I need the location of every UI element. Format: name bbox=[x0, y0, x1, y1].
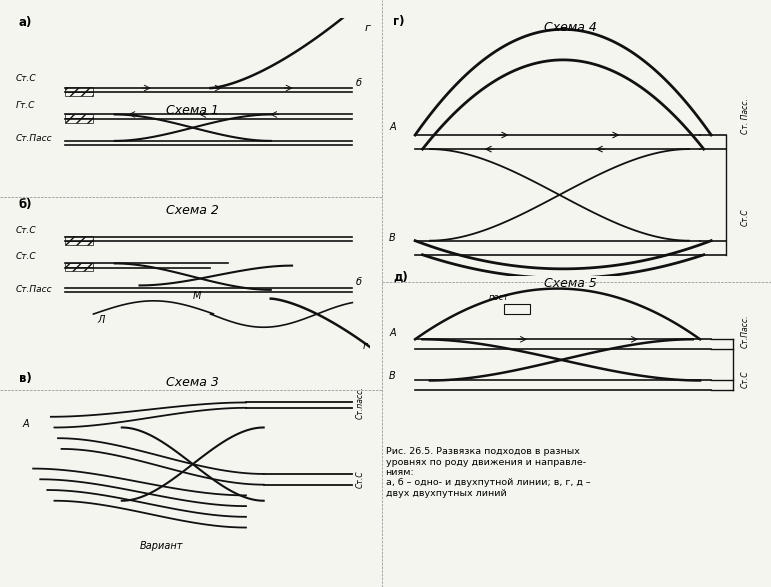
Text: В: В bbox=[389, 232, 396, 242]
Text: Ст.С: Ст.С bbox=[741, 208, 749, 226]
Text: Ст.С: Ст.С bbox=[15, 225, 36, 235]
Text: Схема 1: Схема 1 bbox=[167, 104, 219, 117]
Text: д): д) bbox=[393, 271, 408, 284]
Text: В: В bbox=[389, 371, 396, 381]
Text: Схема 3: Схема 3 bbox=[167, 376, 219, 389]
Text: Гт.С: Гт.С bbox=[15, 101, 35, 110]
Text: М: М bbox=[193, 291, 201, 301]
Bar bbox=[504, 305, 530, 314]
Text: Ст.С: Ст.С bbox=[356, 471, 365, 488]
Text: г: г bbox=[363, 341, 368, 351]
Text: Схема 2: Схема 2 bbox=[167, 204, 219, 217]
Text: б: б bbox=[356, 278, 362, 288]
Text: Ст. Пасс.: Ст. Пасс. bbox=[741, 98, 749, 134]
Text: б): б) bbox=[19, 198, 32, 211]
Text: А: А bbox=[389, 122, 396, 132]
Text: Ст.С: Ст.С bbox=[15, 252, 36, 261]
Text: Ст.Пасс.: Ст.Пасс. bbox=[741, 315, 749, 348]
Text: Вариант: Вариант bbox=[140, 541, 183, 551]
Text: пост: пост bbox=[489, 293, 510, 302]
Text: Ст.Пасс: Ст.Пасс bbox=[15, 285, 52, 294]
Text: Ст.С: Ст.С bbox=[15, 75, 36, 83]
Text: г: г bbox=[364, 23, 370, 33]
Text: а): а) bbox=[19, 16, 32, 29]
Text: А: А bbox=[389, 328, 396, 338]
Text: Ст.Пасс: Ст.Пасс bbox=[15, 134, 52, 143]
Text: Схема 4: Схема 4 bbox=[544, 21, 597, 33]
Text: б: б bbox=[356, 78, 362, 88]
Text: А: А bbox=[22, 420, 29, 430]
Text: Схема 5: Схема 5 bbox=[544, 277, 597, 290]
Text: Л: Л bbox=[97, 315, 104, 325]
Text: Ст.С: Ст.С bbox=[741, 370, 749, 388]
Text: Ст.пасс.: Ст.пасс. bbox=[356, 386, 365, 419]
Text: Рис. 26.5. Развязка подходов в разных
уровнях по роду движения и направле-
ниям:: Рис. 26.5. Развязка подходов в разных ур… bbox=[386, 447, 590, 498]
Text: в): в) bbox=[19, 372, 32, 385]
Text: г): г) bbox=[393, 15, 405, 28]
